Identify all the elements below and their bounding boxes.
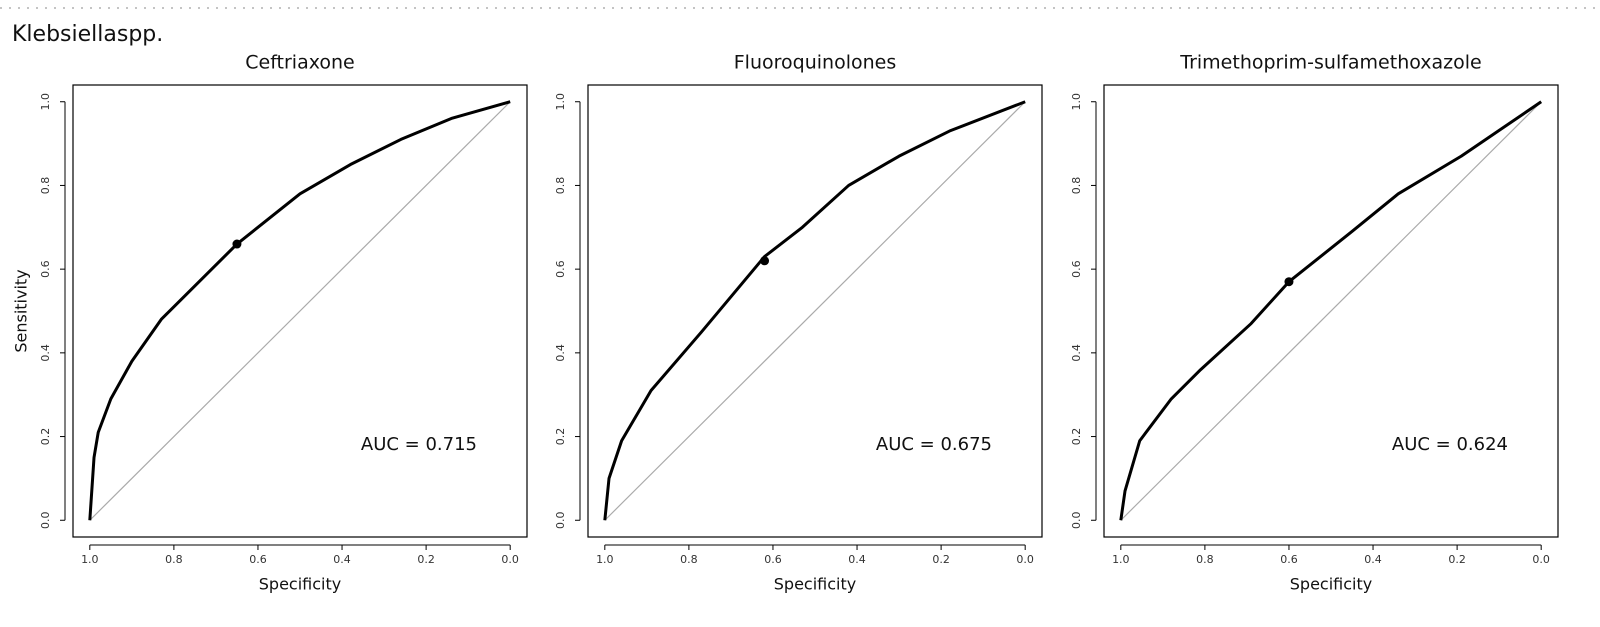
y-tick-label: 0.6 <box>39 260 52 278</box>
auc-annotation: AUC = 0.675 <box>876 434 992 455</box>
y-tick-label: 1.0 <box>554 93 567 111</box>
auc-annotation: AUC = 0.624 <box>1392 434 1508 455</box>
x-tick-label: 0.0 <box>1532 553 1550 566</box>
plot-frame <box>587 84 1043 538</box>
x-axis-label: Specificity <box>1290 575 1372 594</box>
x-tick-label: 0.4 <box>333 553 351 566</box>
plot-frame <box>72 84 528 538</box>
x-axis-label: Specificity <box>774 575 856 594</box>
panel-title: Trimethoprim-sulfamethoxazole <box>1179 52 1481 74</box>
x-tick-label: 0.6 <box>764 553 782 566</box>
x-tick-label: 0.2 <box>932 553 950 566</box>
figure-header: Klebsiellaspp. <box>12 22 163 47</box>
y-tick-label: 0.4 <box>1070 344 1083 362</box>
x-tick-label: 0.6 <box>1280 553 1298 566</box>
x-tick-label: 0.2 <box>1448 553 1466 566</box>
reference-line <box>604 101 1026 521</box>
reference-line <box>89 101 511 521</box>
threshold-point <box>760 256 770 266</box>
y-tick-label: 0.2 <box>1070 428 1083 446</box>
x-tick-label: 0.2 <box>417 553 435 566</box>
y-tick-label: 0.6 <box>554 260 567 278</box>
panel-title: Ceftriaxone <box>245 52 355 74</box>
y-tick-label: 0.8 <box>554 177 567 195</box>
x-tick-label: 0.4 <box>1364 553 1382 566</box>
y-tick-label: 0.8 <box>1070 177 1083 195</box>
threshold-point <box>1284 277 1294 287</box>
x-tick-label: 0.8 <box>1196 553 1214 566</box>
y-tick-label: 0.4 <box>39 344 52 362</box>
x-tick-label: 1.0 <box>596 553 614 566</box>
y-tick-label: 0.6 <box>1070 260 1083 278</box>
x-tick-label: 0.0 <box>1016 553 1034 566</box>
threshold-point <box>232 239 242 249</box>
roc-curve <box>88 100 511 521</box>
x-tick-label: 0.0 <box>501 553 519 566</box>
x-tick-label: 1.0 <box>81 553 99 566</box>
x-tick-label: 0.6 <box>249 553 267 566</box>
plot-frame <box>1103 84 1559 538</box>
panel-title: Fluoroquinolones <box>734 52 896 74</box>
reference-line <box>1120 101 1542 521</box>
x-axis-label: Specificity <box>259 575 341 594</box>
y-tick-label: 0.4 <box>554 344 567 362</box>
auc-annotation: AUC = 0.715 <box>361 434 477 455</box>
y-tick-label: 0.8 <box>39 177 52 195</box>
roc-curve <box>1119 100 1543 521</box>
y-tick-label: 0.0 <box>1070 512 1083 530</box>
x-tick-label: 0.8 <box>165 553 183 566</box>
y-tick-label: 0.2 <box>554 428 567 446</box>
x-tick-label: 0.8 <box>680 553 698 566</box>
y-tick-label: 1.0 <box>39 93 52 111</box>
y-axis-label: Sensitivity <box>12 269 31 352</box>
y-tick-label: 1.0 <box>1070 93 1083 111</box>
y-tick-label: 0.0 <box>554 512 567 530</box>
x-tick-label: 0.4 <box>848 553 866 566</box>
x-tick-label: 1.0 <box>1112 553 1130 566</box>
y-tick-label: 0.0 <box>39 512 52 530</box>
y-tick-label: 0.2 <box>39 428 52 446</box>
